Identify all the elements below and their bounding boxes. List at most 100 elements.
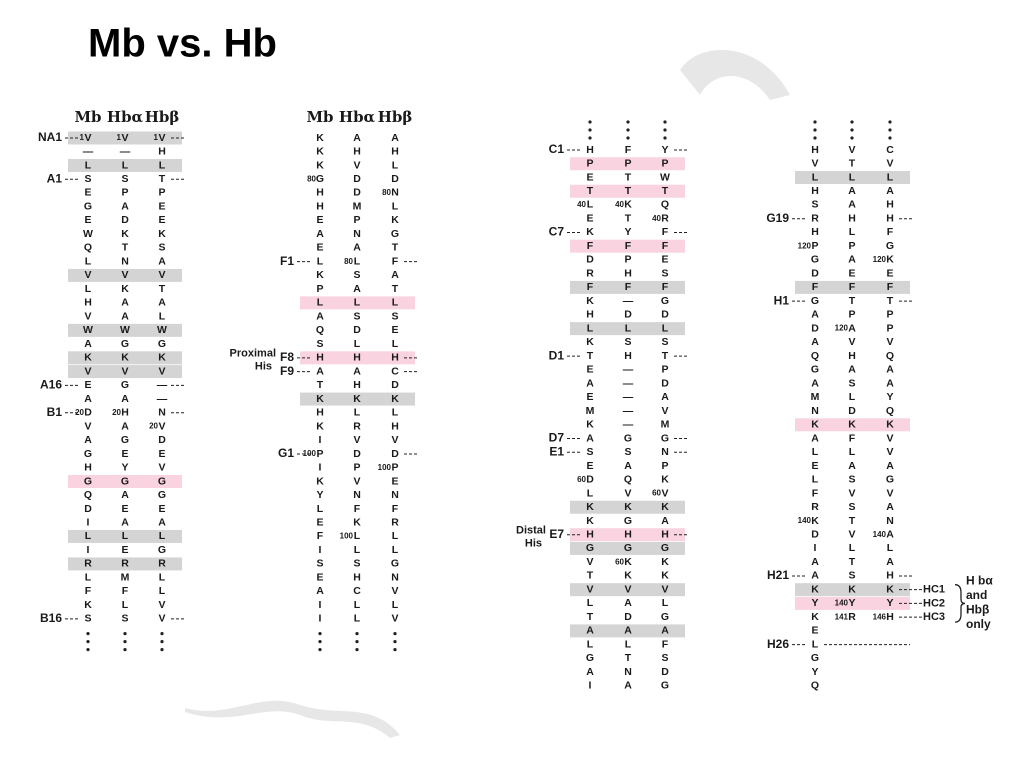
residue: N	[391, 187, 399, 199]
residue: R	[121, 558, 129, 570]
residue: H	[586, 144, 594, 156]
residue: K	[353, 393, 361, 405]
residue: L	[354, 613, 361, 625]
residue: A	[661, 625, 669, 637]
residue-number: 60	[615, 557, 624, 566]
residue: I	[319, 613, 322, 625]
highlight	[68, 158, 182, 172]
residue: A	[886, 377, 894, 389]
residue: K	[624, 501, 632, 513]
continuation-dot	[626, 128, 630, 132]
residue: H	[84, 297, 92, 309]
residue: F	[849, 281, 856, 293]
continuation-dot	[393, 640, 397, 644]
residue: H	[316, 407, 324, 419]
residue: T	[392, 283, 399, 295]
residue: A	[353, 132, 361, 144]
residue: H	[624, 529, 632, 541]
continuation-dot	[355, 632, 359, 636]
residue: P	[121, 187, 128, 199]
residue: M	[353, 200, 362, 212]
residue: P	[624, 254, 631, 266]
residue: I	[319, 544, 322, 556]
residue: F	[662, 226, 669, 238]
highlight	[570, 624, 685, 638]
residue: A	[624, 460, 632, 472]
highlight	[570, 500, 685, 514]
residue: S	[316, 558, 323, 570]
residue: F	[392, 255, 399, 267]
decoration	[185, 700, 400, 738]
residue: A	[353, 242, 361, 254]
residue: W	[83, 324, 93, 336]
residue: V	[848, 336, 855, 348]
residue: L	[392, 338, 399, 350]
residue: S	[158, 242, 165, 254]
residue: G	[661, 680, 669, 692]
continuation-dot	[888, 120, 892, 124]
right-label: HC3	[923, 611, 945, 623]
residue: L	[354, 338, 361, 350]
residue: S	[586, 446, 593, 458]
residue: L	[392, 544, 399, 556]
highlight	[795, 170, 910, 184]
residue: A	[886, 556, 894, 568]
residue: E	[586, 171, 593, 183]
continuation-dot	[160, 640, 164, 644]
residue: A	[886, 364, 894, 376]
residue: A	[121, 200, 129, 212]
residue: E	[848, 267, 855, 279]
residue: D	[391, 448, 399, 460]
residue-number: 80	[382, 188, 391, 197]
residue: T	[625, 652, 632, 664]
residue: S	[811, 199, 818, 211]
residue: R	[84, 558, 92, 570]
residue: E	[158, 200, 165, 212]
residue: T	[122, 242, 129, 254]
right-label: HC2	[923, 597, 945, 609]
residue: G	[811, 254, 819, 266]
residue: A	[886, 185, 894, 197]
continuation-dot	[86, 632, 90, 636]
residue: I	[814, 542, 817, 554]
decoration	[680, 49, 790, 100]
continuation-dot	[850, 136, 854, 140]
residue: H	[811, 185, 819, 197]
column-header: Mb	[306, 108, 333, 126]
residue: V	[84, 310, 91, 322]
residue: F	[662, 638, 669, 650]
residue-number: 120	[798, 241, 812, 250]
side-note: H bα	[966, 574, 993, 588]
residue: V	[661, 583, 668, 595]
residue: F	[354, 503, 361, 515]
helix-label: H21	[767, 568, 789, 582]
residue: L	[85, 283, 92, 295]
residue: E	[586, 460, 593, 472]
residue: K	[391, 214, 399, 226]
residue: I	[87, 544, 90, 556]
residue: T	[849, 158, 856, 170]
residue: K	[158, 228, 166, 240]
residue: F	[849, 432, 856, 444]
residue: Q	[811, 680, 819, 692]
helix-label: F8	[280, 350, 294, 364]
residue: D	[811, 322, 819, 334]
continuation-dot	[160, 632, 164, 636]
residue: V	[886, 158, 893, 170]
residue: V	[661, 487, 668, 499]
residue: A	[624, 625, 632, 637]
residue: L	[354, 255, 361, 267]
residue: S	[848, 570, 855, 582]
residue-number: 80	[344, 257, 353, 266]
residue: M	[121, 571, 130, 583]
residue: E	[121, 544, 128, 556]
residue: H	[316, 200, 324, 212]
residue-number: 60	[652, 489, 661, 498]
residue: P	[886, 309, 893, 321]
residue: G	[661, 295, 669, 307]
residue: K	[811, 515, 819, 527]
residue: W	[660, 171, 670, 183]
residue: A	[886, 529, 894, 541]
residue-number: 40	[652, 214, 661, 223]
residue: V	[84, 365, 91, 377]
